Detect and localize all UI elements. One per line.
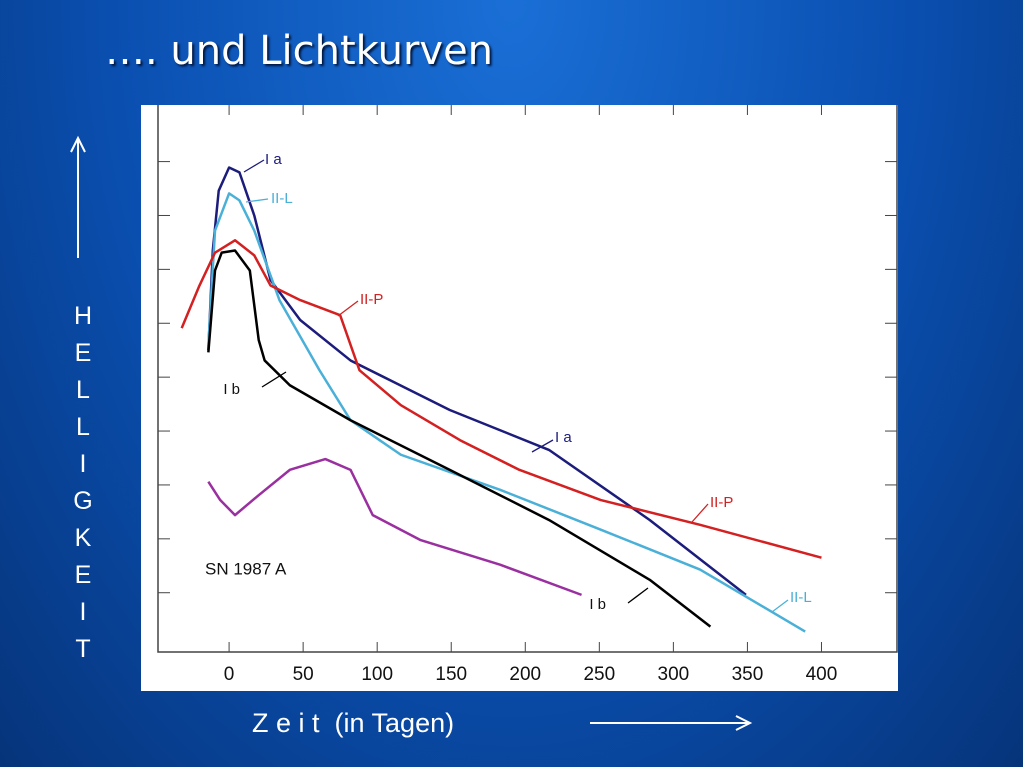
annotation-pointer [337, 300, 359, 317]
annotation: SN 1987 A [205, 559, 287, 578]
series-line [207, 457, 582, 597]
series-line [207, 192, 806, 633]
x-arrow-head [735, 715, 753, 731]
x-tick-label: 350 [732, 664, 764, 685]
y-arrow-head [70, 135, 86, 153]
x-tick-label: 0 [224, 664, 235, 685]
plot-background [141, 105, 898, 691]
annotation-pointer [245, 198, 269, 203]
x-tick-label: 300 [658, 664, 690, 685]
slide-title: …. und Lichtkurven [105, 28, 494, 74]
x-tick-label: 250 [583, 664, 615, 685]
y-axis-label: HELLIGKEIT [69, 302, 97, 672]
annotation: II-L [271, 190, 293, 207]
annotation: II-L [790, 589, 812, 606]
x-tick-label: 400 [806, 664, 838, 685]
annotation: I b [223, 381, 240, 398]
series-line [207, 249, 712, 628]
series-line [207, 166, 747, 596]
annotation: I a [555, 429, 572, 446]
x-tick-label: 200 [509, 664, 541, 685]
annotation-pointer [261, 371, 287, 388]
x-tick-label: 150 [435, 664, 467, 685]
x-tick-label: 100 [361, 664, 393, 685]
annotation-pointer [771, 599, 789, 613]
x-axis-label: Z e i t (in Tagen) [252, 708, 455, 738]
annotation-pointer [531, 439, 554, 453]
annotation-pointer [627, 587, 649, 604]
annotation: I b [589, 596, 606, 613]
annotation-pointer [691, 503, 709, 523]
annotation: II-P [710, 494, 733, 511]
annotation-pointer [243, 159, 265, 173]
annotation: I a [265, 151, 282, 168]
x-tick-label: 50 [293, 664, 314, 685]
annotation: II-P [360, 291, 383, 308]
axis-frame [157, 105, 898, 653]
